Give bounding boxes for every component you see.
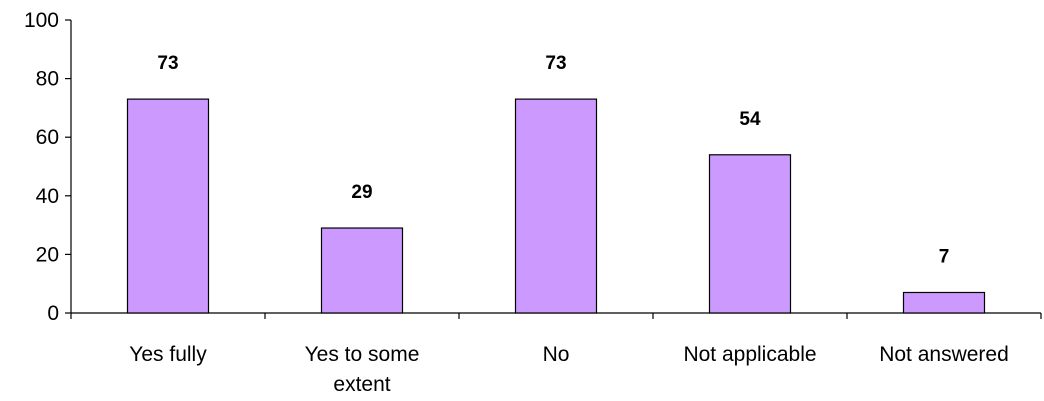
x-tick-label-line: extent [333, 373, 390, 396]
x-tick-label: Yes to some extent [305, 343, 420, 396]
y-tick-label: 100 [24, 9, 59, 32]
x-tick-label: No [543, 343, 570, 366]
bar [320, 227, 404, 314]
x-tick-label-line: Yes fully [129, 343, 207, 366]
x-tick-label: Not answered [879, 343, 1009, 366]
x-tick-label: Not applicable [683, 343, 816, 366]
x-tick-label-line: Yes to some [305, 343, 420, 366]
x-tick-label-line: Not applicable [683, 343, 816, 366]
bars [126, 98, 986, 314]
axes: 0 20 40 60 80 100 [24, 9, 1042, 325]
x-tick-label: Yes fully [129, 343, 207, 366]
x-tick-label-line: Not answered [879, 343, 1009, 366]
bar [514, 98, 598, 314]
y-tick-label: 40 [36, 185, 59, 208]
y-tick-label: 0 [47, 302, 59, 325]
data-label: 29 [351, 182, 372, 203]
data-label: 73 [157, 53, 178, 74]
labels: 73 Yes fully 29 Yes to some extent 73 No 54 Not … [129, 53, 1009, 396]
data-label: 54 [739, 109, 761, 130]
x-tick-label-line: No [543, 343, 570, 366]
y-tick-label: 60 [36, 126, 59, 149]
bar [708, 154, 792, 314]
bar [902, 291, 986, 314]
y-tick-label: 20 [36, 243, 59, 266]
data-label: 7 [939, 246, 950, 267]
data-label: 73 [545, 53, 566, 74]
bar [126, 98, 210, 314]
y-tick-label: 80 [36, 68, 59, 91]
